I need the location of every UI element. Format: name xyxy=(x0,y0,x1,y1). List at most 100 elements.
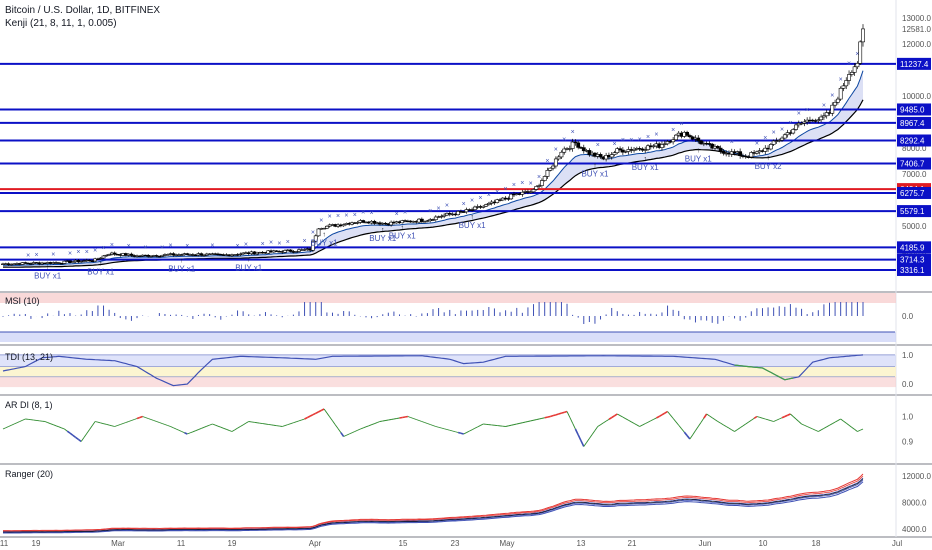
candle[interactable] xyxy=(822,112,826,121)
candle[interactable] xyxy=(768,142,773,151)
candle[interactable] xyxy=(324,225,329,230)
candle[interactable] xyxy=(199,252,204,257)
candle[interactable] xyxy=(400,219,405,224)
candle[interactable] xyxy=(794,123,798,131)
candle[interactable] xyxy=(464,207,469,214)
candle[interactable] xyxy=(573,139,578,146)
candle[interactable] xyxy=(699,139,703,145)
candle[interactable] xyxy=(674,133,678,141)
candle[interactable] xyxy=(743,154,748,159)
candle[interactable] xyxy=(612,150,617,157)
candle[interactable] xyxy=(425,219,430,223)
candle[interactable] xyxy=(646,144,650,152)
candle[interactable] xyxy=(570,138,575,152)
candle[interactable] xyxy=(718,145,723,154)
candle[interactable] xyxy=(484,203,488,208)
candle[interactable] xyxy=(852,63,857,76)
candle[interactable] xyxy=(662,140,667,148)
candle[interactable] xyxy=(361,219,366,224)
candle[interactable] xyxy=(433,215,438,222)
msi-pane[interactable] xyxy=(0,293,896,342)
candle[interactable] xyxy=(537,183,542,189)
candle[interactable] xyxy=(531,188,536,193)
candle[interactable] xyxy=(545,167,550,179)
candle[interactable] xyxy=(509,193,514,200)
candle[interactable] xyxy=(587,148,592,157)
candle[interactable] xyxy=(623,150,628,154)
candle[interactable] xyxy=(559,150,564,159)
candle[interactable] xyxy=(419,217,424,224)
candle[interactable] xyxy=(861,24,865,47)
candle[interactable] xyxy=(581,144,586,154)
candle[interactable] xyxy=(715,145,720,150)
ranger-pane[interactable] xyxy=(2,473,864,534)
candle[interactable] xyxy=(576,140,581,150)
candle[interactable] xyxy=(782,133,787,140)
candle[interactable] xyxy=(849,70,854,77)
candle[interactable] xyxy=(665,139,670,146)
candle[interactable] xyxy=(542,175,547,182)
candle[interactable] xyxy=(791,128,796,135)
candle[interactable] xyxy=(651,144,656,149)
candle[interactable] xyxy=(567,145,572,152)
candle[interactable] xyxy=(671,136,676,145)
candle[interactable] xyxy=(534,185,539,191)
candle[interactable] xyxy=(165,253,170,256)
candle[interactable] xyxy=(98,257,103,260)
candle[interactable] xyxy=(553,156,558,169)
candle[interactable] xyxy=(833,99,837,108)
candle[interactable] xyxy=(157,255,162,258)
candle[interactable] xyxy=(539,178,544,188)
candle[interactable] xyxy=(618,146,622,153)
candle[interactable] xyxy=(754,150,759,155)
tdi-pane[interactable] xyxy=(0,354,896,388)
candle[interactable] xyxy=(104,254,109,257)
candle[interactable] xyxy=(687,133,692,139)
candle[interactable] xyxy=(107,253,112,256)
candle[interactable] xyxy=(322,227,327,230)
candle[interactable] xyxy=(841,82,846,92)
candle[interactable] xyxy=(696,135,701,144)
candle[interactable] xyxy=(112,251,117,256)
candle[interactable] xyxy=(556,155,561,161)
candle[interactable] xyxy=(294,250,299,253)
candle[interactable] xyxy=(819,114,824,123)
candle[interactable] xyxy=(777,138,782,143)
candle[interactable] xyxy=(288,249,293,253)
candle[interactable] xyxy=(855,61,860,70)
candle[interactable] xyxy=(311,239,315,252)
candle[interactable] xyxy=(598,152,603,159)
candle[interactable] xyxy=(442,213,447,219)
candle[interactable] xyxy=(202,253,206,257)
candle[interactable] xyxy=(615,147,620,155)
candle[interactable] xyxy=(470,207,474,212)
candle[interactable] xyxy=(193,253,198,257)
candle[interactable] xyxy=(643,146,648,154)
candle[interactable] xyxy=(749,151,754,159)
candle[interactable] xyxy=(771,139,776,146)
candle[interactable] xyxy=(802,118,807,127)
candle[interactable] xyxy=(847,70,851,85)
candle[interactable] xyxy=(355,220,360,225)
candle[interactable] xyxy=(472,205,477,211)
candle[interactable] xyxy=(179,253,184,256)
candle[interactable] xyxy=(721,149,726,156)
candle[interactable] xyxy=(185,252,190,256)
candle[interactable] xyxy=(62,260,67,264)
ardi-pane[interactable] xyxy=(2,408,864,447)
candle[interactable] xyxy=(830,102,835,117)
candle[interactable] xyxy=(439,214,444,219)
candle[interactable] xyxy=(481,205,486,209)
candle[interactable] xyxy=(548,167,553,172)
candle[interactable] xyxy=(844,77,849,90)
candle[interactable] xyxy=(90,259,95,263)
candle[interactable] xyxy=(495,198,500,204)
candle[interactable] xyxy=(838,86,843,102)
candle[interactable] xyxy=(160,254,165,257)
candle[interactable] xyxy=(632,147,636,153)
candle[interactable] xyxy=(486,201,491,207)
candle[interactable] xyxy=(858,40,863,66)
candle[interactable] xyxy=(302,248,307,251)
candle[interactable] xyxy=(763,145,768,155)
candle[interactable] xyxy=(389,220,394,227)
